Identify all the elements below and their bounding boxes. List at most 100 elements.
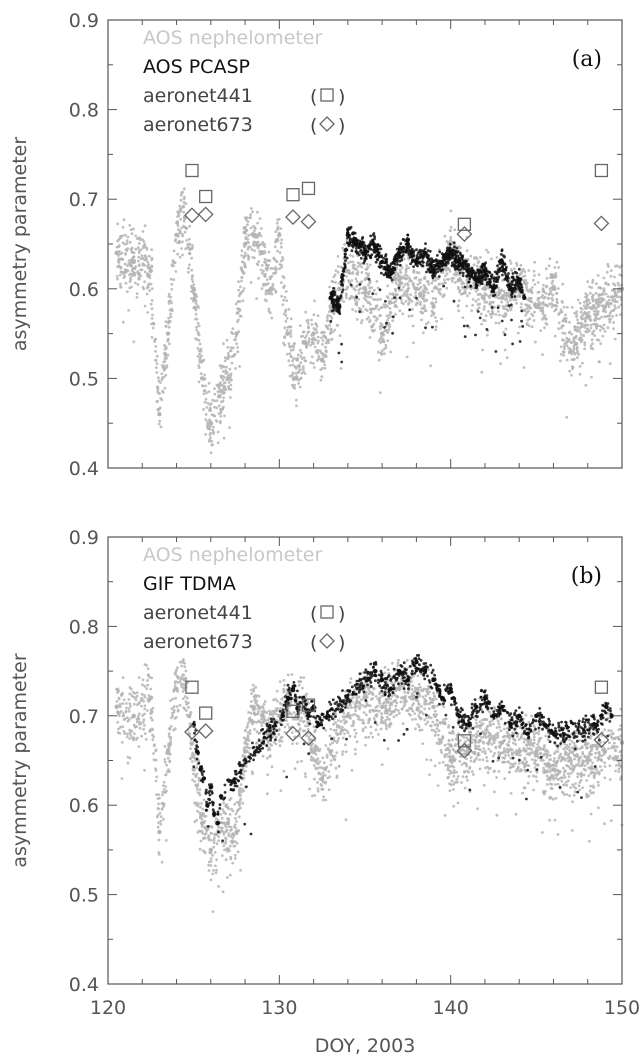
- scatter-dot: [359, 262, 363, 266]
- scatter-dot: [267, 709, 271, 713]
- scatter-dot: [321, 356, 325, 360]
- scatter-dot: [280, 740, 284, 743]
- scatter-dot: [146, 683, 150, 687]
- scatter-dot: [330, 316, 334, 320]
- scatter-dot: [420, 318, 423, 322]
- data-point: [242, 241, 248, 247]
- scatter-dot: [369, 234, 372, 238]
- scatter-dot: [345, 248, 349, 252]
- scatter-dot: [145, 292, 149, 296]
- scatter-dot: [415, 296, 418, 300]
- scatter-dot: [254, 235, 258, 239]
- data-point: [234, 331, 239, 336]
- scatter-dot: [384, 253, 388, 256]
- scatter-dot: [329, 319, 333, 323]
- scatter-dot: [532, 269, 536, 273]
- scatter-dot: [476, 303, 480, 306]
- scatter-dot: [246, 721, 250, 725]
- scatter-dot: [530, 325, 534, 329]
- scatter-dot: [507, 740, 511, 744]
- scatter-dot: [375, 304, 379, 308]
- scatter-dot: [212, 869, 215, 872]
- scatter-dot: [455, 246, 459, 250]
- scatter-dot: [394, 312, 397, 316]
- scatter-dot: [377, 709, 381, 713]
- scatter-dot: [158, 419, 162, 423]
- scatter-dot: [244, 237, 248, 241]
- scatter-dot: [134, 247, 138, 251]
- scatter-dot: [407, 251, 411, 255]
- scatter-dot: [294, 377, 298, 380]
- scatter-dot: [278, 251, 282, 255]
- scatter-dot: [425, 255, 429, 259]
- scatter-dot: [385, 314, 389, 318]
- scatter-dot: [511, 275, 515, 279]
- scatter-dot: [188, 224, 192, 228]
- scatter-dot: [547, 264, 551, 268]
- scatter-dot: [366, 301, 370, 304]
- scatter-dot: [155, 362, 159, 365]
- scatter-dot: [393, 262, 397, 266]
- scatter-dot: [133, 259, 136, 262]
- scatter-dot: [497, 310, 500, 313]
- scatter-dot: [216, 390, 220, 394]
- scatter-dot: [367, 277, 371, 281]
- scatter-dot: [173, 261, 176, 265]
- scatter-dot: [387, 273, 390, 277]
- scatter-dot: [535, 746, 538, 750]
- scatter-dot: [419, 278, 423, 282]
- scatter-dot: [207, 390, 211, 393]
- scatter-dot: [529, 770, 532, 774]
- scatter-dot: [613, 737, 616, 741]
- scatter-dot: [126, 269, 130, 273]
- scatter-dot: [289, 332, 293, 335]
- scatter-dot: [376, 247, 380, 251]
- scatter-dot: [297, 684, 301, 687]
- scatter-dot: [214, 864, 217, 868]
- scatter-dot: [522, 280, 526, 284]
- scatter-dot: [484, 267, 488, 271]
- scatter-dot: [440, 282, 444, 285]
- scatter-dot: [504, 307, 507, 311]
- scatter-dot: [299, 361, 303, 365]
- scatter-dot: [151, 326, 155, 330]
- scatter-dot: [324, 349, 328, 353]
- scatter-dot: [133, 702, 136, 706]
- scatter-dot: [312, 313, 316, 317]
- scatter-dot: [405, 267, 409, 271]
- scatter-dot: [422, 252, 425, 255]
- scatter-dot: [548, 302, 551, 306]
- scatter-dot: [283, 284, 286, 288]
- scatter-dot: [576, 328, 580, 332]
- scatter-dot: [367, 316, 371, 319]
- scatter-dot: [594, 291, 598, 295]
- scatter-dot: [349, 677, 353, 680]
- scatter-dot: [380, 271, 383, 275]
- scatter-dot: [252, 687, 256, 691]
- scatter-dot: [467, 262, 470, 266]
- scatter-dot: [300, 357, 304, 360]
- scatter-dot: [360, 310, 364, 314]
- scatter-dot: [129, 276, 132, 280]
- scatter-dot: [461, 255, 464, 259]
- scatter-dot: [500, 248, 504, 252]
- scatter-dot: [197, 380, 201, 384]
- scatter-dot: [449, 225, 453, 229]
- scatter-dot: [589, 745, 592, 749]
- scatter-dot: [125, 706, 128, 710]
- scatter-dot: [468, 765, 472, 769]
- scatter-dot: [366, 295, 370, 299]
- data-point: [157, 829, 162, 835]
- scatter-dot: [253, 227, 257, 231]
- scatter-dot: [579, 306, 583, 310]
- scatter-dot: [518, 762, 521, 765]
- scatter-dot: [460, 264, 464, 268]
- scatter-dot: [570, 341, 573, 344]
- scatter-dot: [520, 302, 523, 306]
- scatter-dot: [210, 443, 214, 447]
- scatter-dot: [237, 294, 241, 298]
- scatter-dot: [613, 275, 616, 279]
- scatter-dot: [330, 300, 334, 303]
- scatter-dot: [182, 219, 186, 223]
